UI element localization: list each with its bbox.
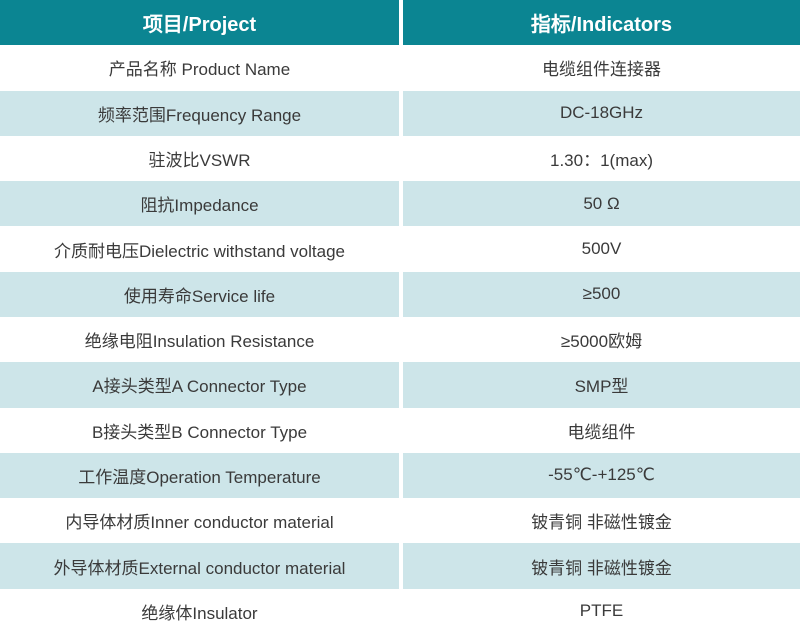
- table-row: 工作温度Operation Temperature -55℃-+125℃: [0, 452, 800, 499]
- column-divider: [399, 45, 403, 91]
- table-header-row: 项目/Project 指标/Indicators: [0, 0, 800, 46]
- column-divider: [399, 0, 403, 46]
- project-cell: B接头类型B Connector Type: [0, 407, 399, 453]
- project-cell: 使用寿命Service life: [0, 271, 399, 317]
- indicator-cell: ≥500: [403, 271, 800, 317]
- column-divider: [399, 271, 403, 317]
- column-divider: [399, 543, 403, 589]
- indicator-cell: PTFE: [403, 588, 800, 634]
- table-row: A接头类型A Connector Type SMP型: [0, 362, 800, 408]
- project-cell: 驻波比VSWR: [0, 135, 399, 182]
- table-row: 频率范围Frequency Range DC-18GHz: [0, 90, 800, 136]
- indicator-cell: ≥5000欧姆: [403, 316, 800, 363]
- table-row: 介质耐电压Dielectric withstand voltage 500V: [0, 226, 800, 272]
- column-divider: [399, 407, 403, 453]
- project-cell: 绝缘体Insulator: [0, 588, 399, 634]
- table-row: 产品名称 Product Name 电缆组件连接器: [0, 45, 800, 91]
- project-cell: 介质耐电压Dielectric withstand voltage: [0, 226, 399, 272]
- table-row: 绝缘体Insulator PTFE: [0, 588, 800, 634]
- table-row: 内导体材质Inner conductor material 铍青铜 非磁性镀金: [0, 498, 800, 544]
- table-row: 阻抗Impedance 50 Ω: [0, 181, 800, 227]
- project-cell: 产品名称 Product Name: [0, 45, 399, 91]
- indicator-cell: -55℃-+125℃: [403, 452, 800, 499]
- table-row: 使用寿命Service life ≥500: [0, 271, 800, 317]
- indicator-cell: 铍青铜 非磁性镀金: [403, 498, 800, 544]
- project-cell: 绝缘电阻Insulation Resistance: [0, 316, 399, 363]
- indicator-cell: 500V: [403, 226, 800, 272]
- column-divider: [399, 362, 403, 408]
- project-cell: 工作温度Operation Temperature: [0, 452, 399, 499]
- indicator-cell: DC-18GHz: [403, 90, 800, 136]
- table-row: 绝缘电阻Insulation Resistance ≥5000欧姆: [0, 316, 800, 363]
- column-divider: [399, 135, 403, 182]
- column-divider: [399, 452, 403, 499]
- project-cell: 外导体材质External conductor material: [0, 543, 399, 589]
- indicator-cell: SMP型: [403, 362, 800, 408]
- indicator-cell: 1.30：1(max): [403, 135, 800, 182]
- header-indicator-column: 指标/Indicators: [403, 0, 800, 46]
- indicator-cell: 电缆组件连接器: [403, 45, 800, 91]
- project-cell: A接头类型A Connector Type: [0, 362, 399, 408]
- table-row: 驻波比VSWR 1.30：1(max): [0, 135, 800, 182]
- indicator-cell: 铍青铜 非磁性镀金: [403, 543, 800, 589]
- table-row: B接头类型B Connector Type 电缆组件: [0, 407, 800, 453]
- column-divider: [399, 90, 403, 136]
- header-project-column: 项目/Project: [0, 0, 399, 46]
- column-divider: [399, 498, 403, 544]
- column-divider: [399, 226, 403, 272]
- column-divider: [399, 588, 403, 634]
- indicator-cell: 电缆组件: [403, 407, 800, 453]
- column-divider: [399, 181, 403, 227]
- table-row: 外导体材质External conductor material 铍青铜 非磁性…: [0, 543, 800, 589]
- indicator-cell: 50 Ω: [403, 181, 800, 227]
- project-cell: 内导体材质Inner conductor material: [0, 498, 399, 544]
- project-cell: 阻抗Impedance: [0, 181, 399, 227]
- column-divider: [399, 316, 403, 363]
- project-cell: 频率范围Frequency Range: [0, 90, 399, 136]
